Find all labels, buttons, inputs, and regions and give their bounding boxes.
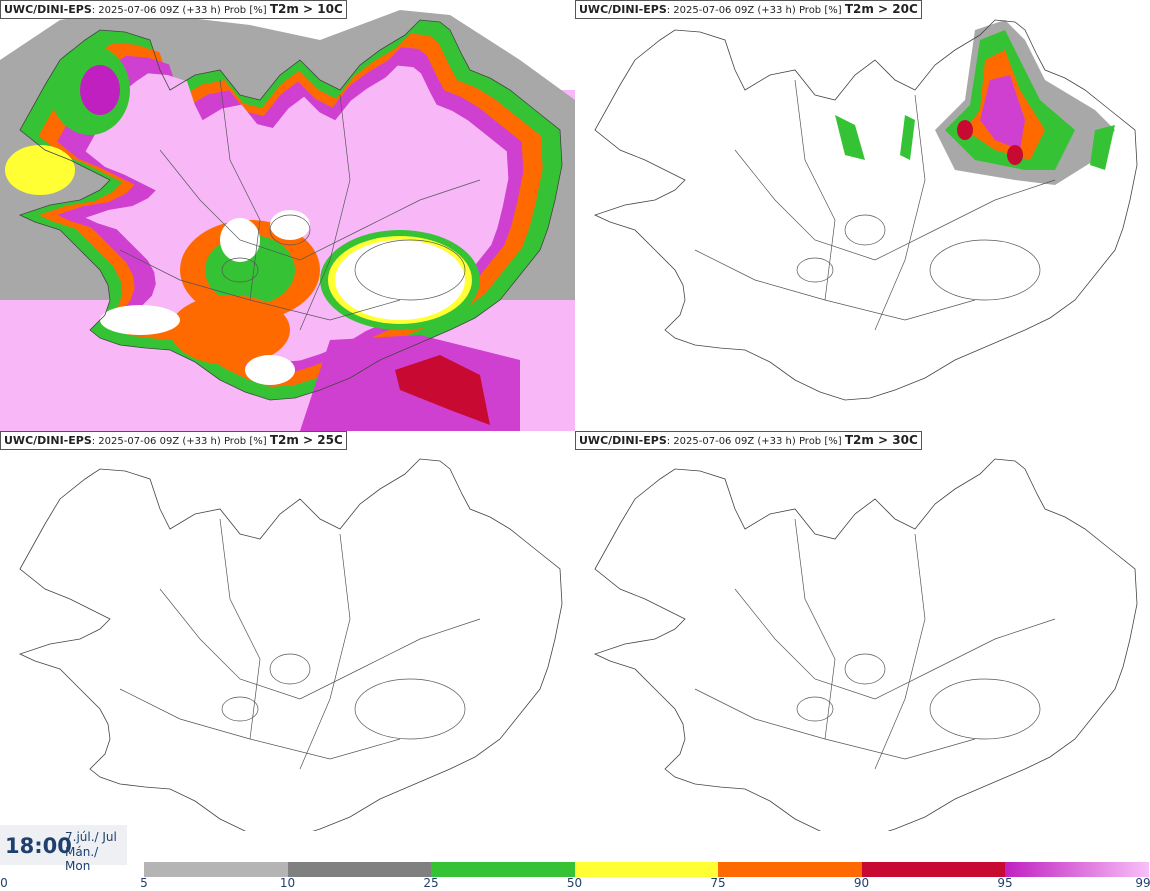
map-panel-t2m-10c: UWC/DINI-EPS: 2025-07-06 09Z (+33 h) Pro… bbox=[0, 0, 575, 431]
map-panel-t2m-30c: UWC/DINI-EPS: 2025-07-06 09Z (+33 h) Pro… bbox=[575, 431, 1150, 831]
probability-map bbox=[594, 19, 1138, 401]
valid-time: 18:00 bbox=[5, 834, 72, 858]
run-info: : 2025-07-06 09Z (+33 h) Prob [%] bbox=[666, 436, 842, 447]
colorbar-tick-label: 5 bbox=[140, 876, 148, 890]
colorbar-tick-label: 90 bbox=[853, 876, 870, 890]
probability-map bbox=[19, 458, 563, 831]
colorbar-segment bbox=[144, 862, 288, 877]
parameter-label: T2m > 25C bbox=[269, 433, 343, 447]
parameter-label: T2m > 10C bbox=[269, 2, 343, 16]
map-panel-t2m-25c: UWC/DINI-EPS: 2025-07-06 09Z (+33 h) Pro… bbox=[0, 431, 575, 831]
colorbar-segment bbox=[574, 862, 719, 877]
model-name: UWC/DINI-EPS bbox=[4, 434, 92, 447]
colorbar-segment bbox=[431, 862, 575, 877]
model-name: UWC/DINI-EPS bbox=[579, 434, 667, 447]
model-name: UWC/DINI-EPS bbox=[4, 3, 92, 16]
colorbar-segment bbox=[718, 862, 862, 877]
valid-date: 7.júl./ Jul bbox=[65, 830, 117, 844]
panel-title: UWC/DINI-EPS: 2025-07-06 09Z (+33 h) Pro… bbox=[575, 431, 922, 450]
probability-map bbox=[0, 0, 575, 431]
colorbar-tick-label: 50 bbox=[566, 876, 583, 890]
probability-map bbox=[594, 458, 1138, 831]
valid-time-box: 18:00 7.júl./ Jul Mán./ Mon bbox=[0, 825, 127, 873]
panel-title: UWC/DINI-EPS: 2025-07-06 09Z (+33 h) Pro… bbox=[0, 431, 347, 450]
colorbar-tick-label: 10 bbox=[279, 876, 296, 890]
run-info: : 2025-07-06 09Z (+33 h) Prob [%] bbox=[91, 5, 267, 16]
panel-title: UWC/DINI-EPS: 2025-07-06 09Z (+33 h) Pro… bbox=[0, 0, 347, 19]
colorbar-segment bbox=[1005, 862, 1149, 877]
colorbar-tick-label: 95 bbox=[997, 876, 1013, 890]
model-name: UWC/DINI-EPS bbox=[579, 3, 667, 16]
colorbar-tick-label: 99 bbox=[1135, 876, 1150, 890]
parameter-label: T2m > 30C bbox=[844, 433, 918, 447]
run-info: : 2025-07-06 09Z (+33 h) Prob [%] bbox=[666, 5, 842, 16]
colorbar-segment bbox=[287, 862, 432, 877]
parameter-label: T2m > 20C bbox=[844, 2, 918, 16]
colorbar-tick-label: 75 bbox=[710, 876, 726, 890]
panel-title: UWC/DINI-EPS: 2025-07-06 09Z (+33 h) Pro… bbox=[575, 0, 922, 19]
colorbar-segment bbox=[861, 862, 1006, 877]
colorbar-tick-label: 0 bbox=[0, 876, 8, 890]
run-info: : 2025-07-06 09Z (+33 h) Prob [%] bbox=[91, 436, 267, 447]
valid-day: Mán./ Mon bbox=[65, 845, 99, 873]
colorbar-tick-label: 25 bbox=[423, 876, 439, 890]
map-panel-t2m-20c: UWC/DINI-EPS: 2025-07-06 09Z (+33 h) Pro… bbox=[575, 0, 1150, 431]
